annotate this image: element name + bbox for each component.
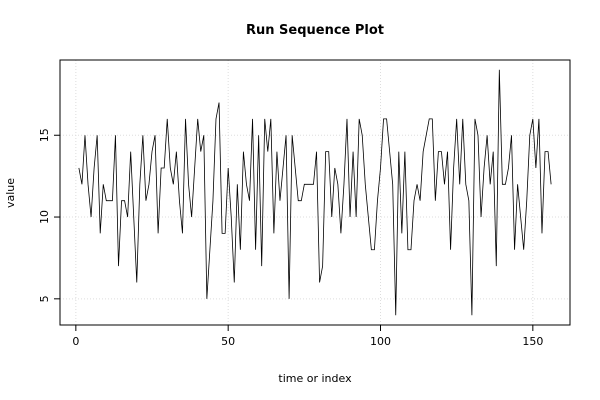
y-tick-label: 10 (38, 210, 51, 224)
data-line (78, 69, 552, 316)
y-tick-label: 5 (38, 295, 51, 302)
x-tick-label: 100 (370, 335, 391, 348)
x-tick-label: 50 (221, 335, 235, 348)
y-axis-label: value (4, 178, 17, 208)
x-tick-label: 150 (522, 335, 543, 348)
plot-frame (59, 59, 571, 326)
chart-title: Run Sequence Plot (246, 23, 384, 38)
x-tick-label: 0 (72, 335, 79, 348)
y-tick-label: 15 (38, 128, 51, 142)
x-axis-label: time or index (278, 372, 352, 385)
